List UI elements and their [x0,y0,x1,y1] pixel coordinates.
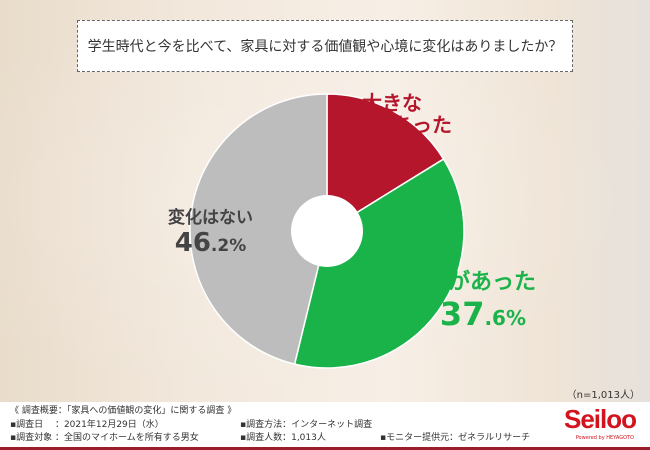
question-box: 学生時代と今を比べて、家具に対する価値観や心境に変化はありましたか？ [77,20,573,72]
label-big-change: 大きな 変化があった 16.2% [332,92,452,176]
survey-date: ▪調査日 ：2021年12月29日（水） [10,420,164,430]
slice-big-change [326,93,445,233]
sample-size: （n=1,013人） [566,390,640,401]
percent-dec: .2% [210,236,247,256]
logo-subtext: Powered by HEYAGOTO [575,435,634,441]
survey-method: ▪調査方法：インターネット調査 [240,420,373,430]
label-text: 大きな [362,91,422,115]
survey-target: ▪調査対象 ：全国のマイホームを所有する男女 [10,433,199,443]
label-some-change: やや変化があった 37.6% [360,270,536,338]
percent-dec: .2% [393,145,436,169]
percent-int: 46 [174,228,211,258]
label-text: やや変化があった [360,270,537,295]
footer: 《 調査概要：「家具への価値観の変化」に関する調査 》 ▪調査日 ：2021年1… [0,402,650,450]
slice-no-change [189,93,328,366]
label-no-change: 変化はない 46.2% [168,208,253,261]
donut-hole [291,195,363,267]
label-text: 変化があった [332,113,452,137]
label-text: 変化はない [168,208,253,228]
survey-count: ▪調査人数：1,013人 [240,433,326,443]
percent-int: 16 [348,134,394,172]
percent-dec: .6% [484,306,527,330]
survey-provider: ▪モニター提供元：ゼネラルリサーチ [380,433,531,443]
survey-heading: 《 調査概要：「家具への価値観の変化」に関する調査 》 [10,406,237,416]
percent-int: 37 [439,295,485,333]
slice-some-change [293,158,465,369]
seiloo-logo: Seiloo [563,404,637,434]
